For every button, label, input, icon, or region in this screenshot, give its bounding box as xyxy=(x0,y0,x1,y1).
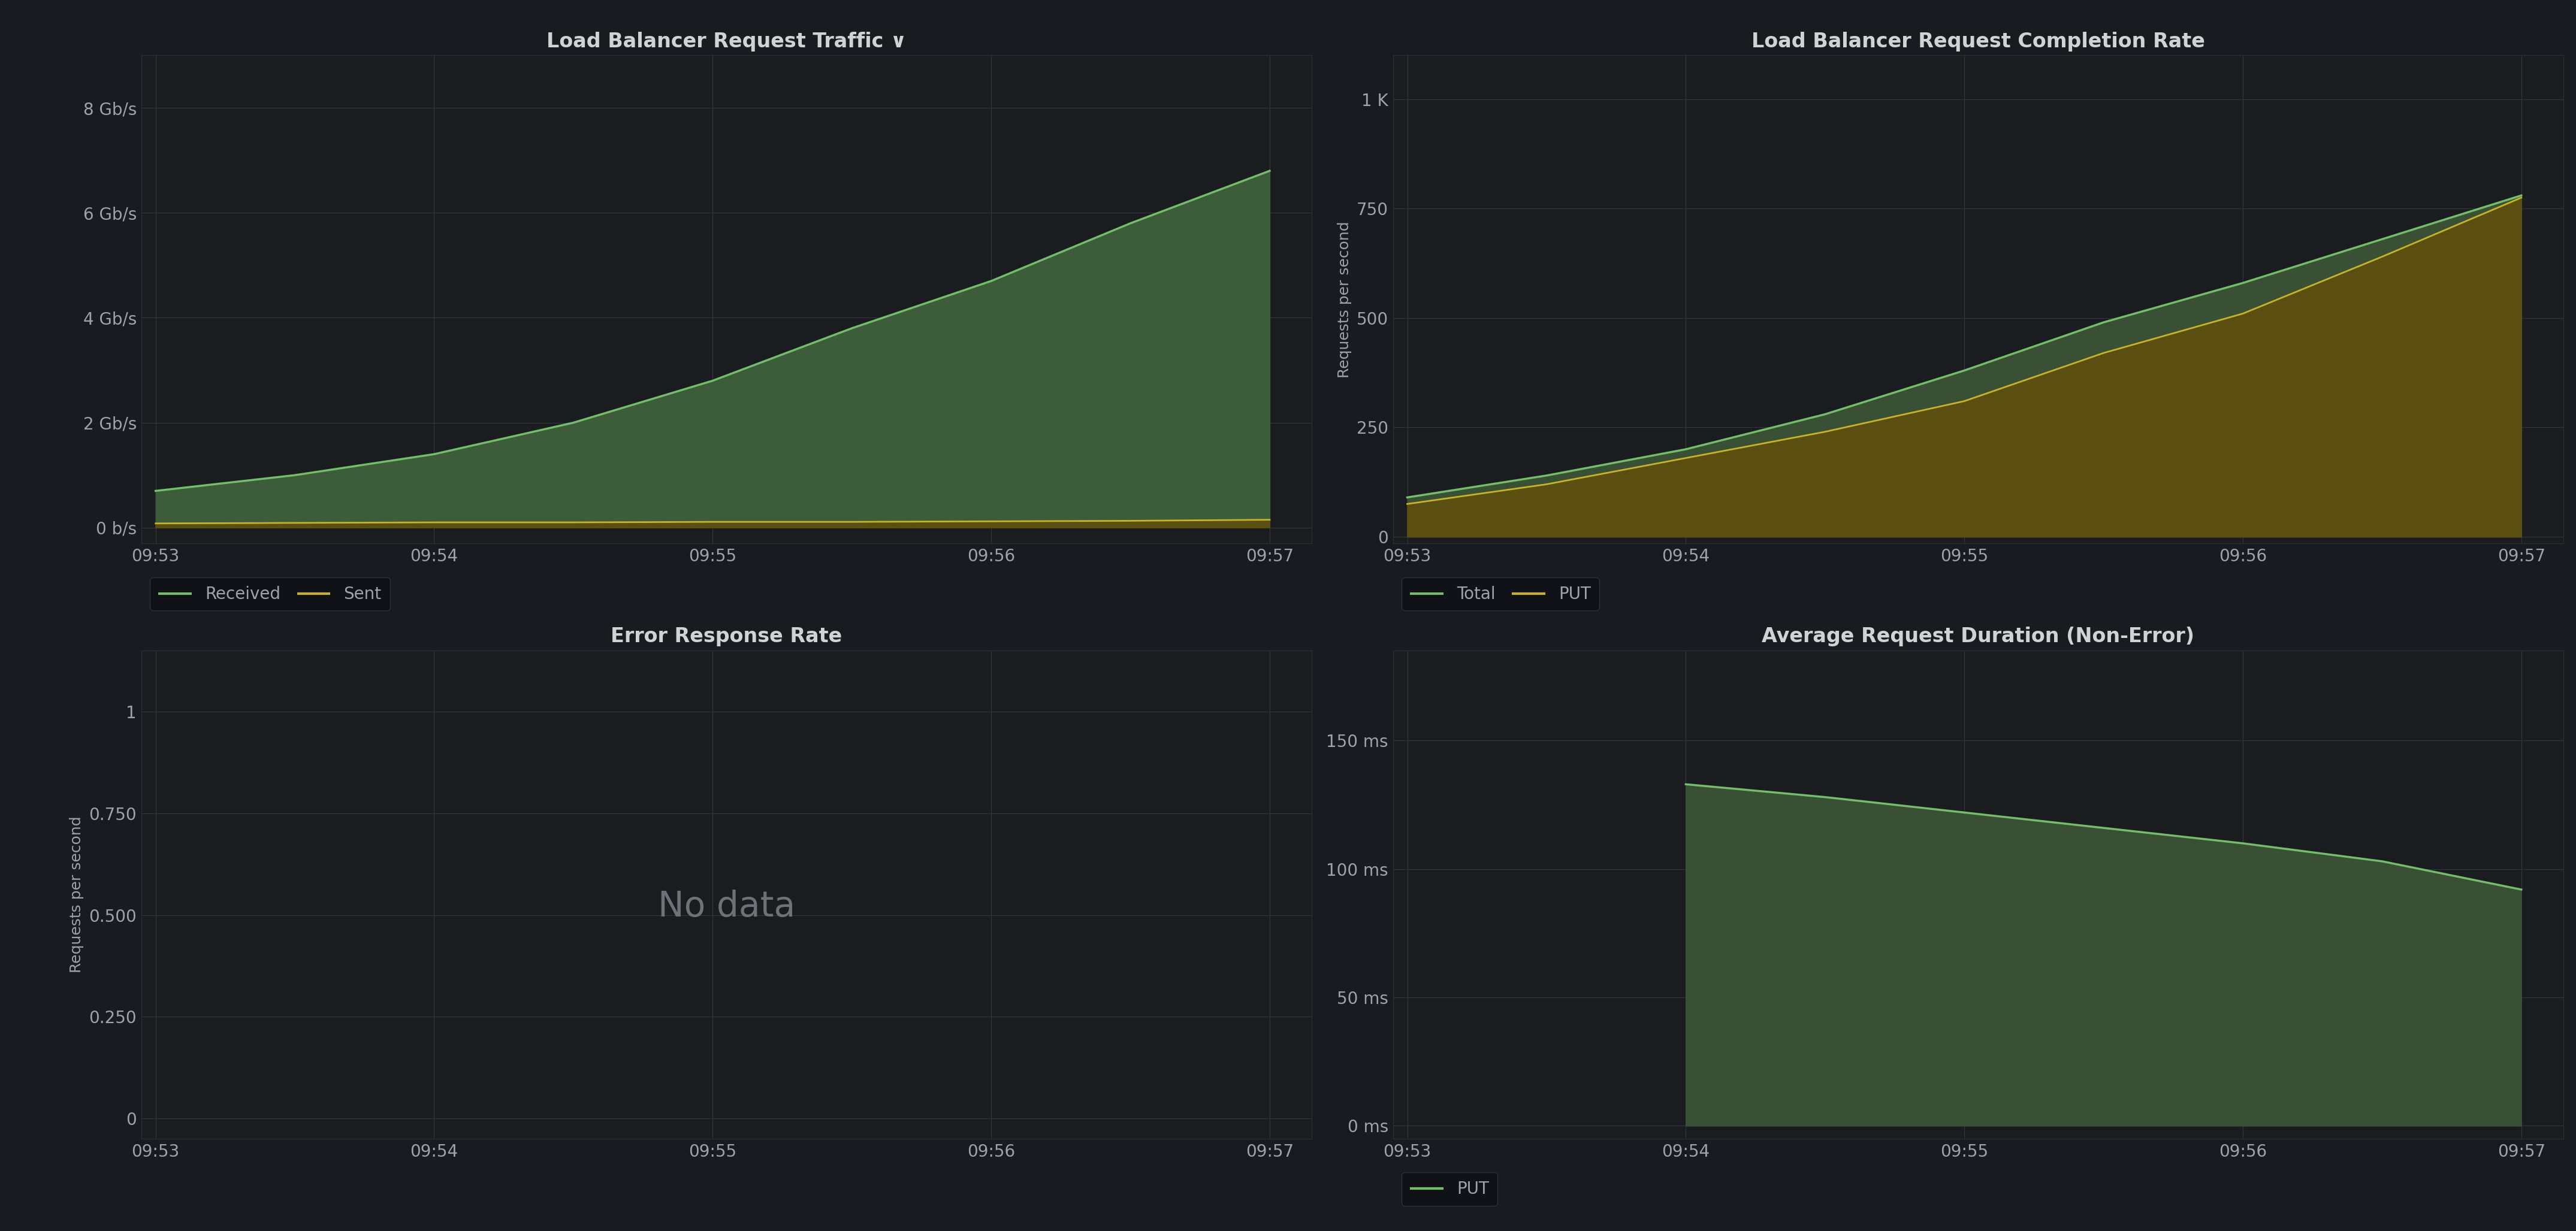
Title: Average Request Duration (Non-Error): Average Request Duration (Non-Error) xyxy=(1762,627,2195,646)
Legend: Received, Sent: Received, Sent xyxy=(149,577,389,611)
Y-axis label: Requests per second: Requests per second xyxy=(1337,222,1352,378)
Title: Load Balancer Request Completion Rate: Load Balancer Request Completion Rate xyxy=(1752,32,2205,52)
Legend: PUT: PUT xyxy=(1401,1173,1497,1206)
Y-axis label: Requests per second: Requests per second xyxy=(70,816,85,972)
Title: Error Response Rate: Error Response Rate xyxy=(611,627,842,646)
Legend: Total, PUT: Total, PUT xyxy=(1401,577,1600,611)
Title: Load Balancer Request Traffic ∨: Load Balancer Request Traffic ∨ xyxy=(546,32,907,52)
Text: No data: No data xyxy=(657,890,796,924)
